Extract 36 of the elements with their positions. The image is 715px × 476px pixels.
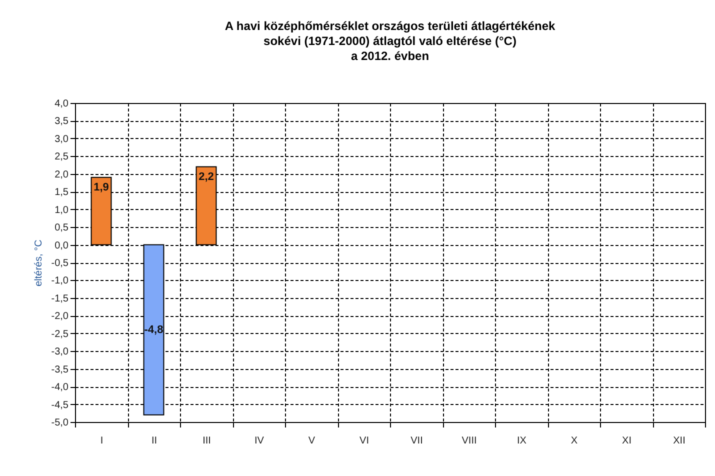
y-tick-label: 0,0 [54,240,69,252]
data-label: 1,9 [94,181,109,194]
y-tick-label: -4,0 [51,382,69,394]
y-tick-label: -2,0 [51,311,69,322]
y-tick-label: -4,5 [51,400,69,411]
y-tick-label: 2,5 [54,152,69,163]
x-tick-label: XI [622,436,632,446]
x-tick-label: IV [254,436,264,446]
y-tick-label: -3,0 [51,346,69,358]
y-tick-label: 1,5 [54,187,69,198]
data-label: -4,8 [144,324,164,336]
y-tick-label: -5,0 [51,418,69,428]
chart-title: A havi középhőmérséklet országos területi átlagértékének sokévi (1971-2000) átlagtól való eltérése (°C) a 2012. évben [224,19,556,63]
x-tick-label: I [100,436,104,446]
data-label: 2,2 [198,170,214,183]
x-tick-label: V [308,436,316,446]
y-tick-label: -3,5 [51,364,69,376]
y-tick-label: -2,5 [51,328,69,340]
y-tick-label: 3,5 [54,116,69,128]
y-tick-label: -1,5 [51,293,69,304]
x-tick-label: VI [360,436,369,446]
y-tick-label: 2,0 [54,169,69,180]
y-tick-label: 4,0 [54,98,69,110]
y-tick-label: 3,0 [54,134,69,145]
x-tick-label: II [151,436,158,446]
y-tick-label: -1,0 [51,276,69,287]
x-tick-label: VIII [462,436,477,446]
x-tick-label: IX [517,436,527,446]
y-axis-title: eltérés, °C [33,240,44,286]
y-tick-label: 1,0 [54,204,69,216]
y-tick-label: 0,5 [54,222,69,234]
x-tick-label: X [570,436,578,446]
x-tick-label: XII [673,436,686,446]
x-tick-label: VII [410,436,423,446]
y-tick-label: -0,5 [51,258,69,269]
x-tick-label: III [202,436,211,446]
